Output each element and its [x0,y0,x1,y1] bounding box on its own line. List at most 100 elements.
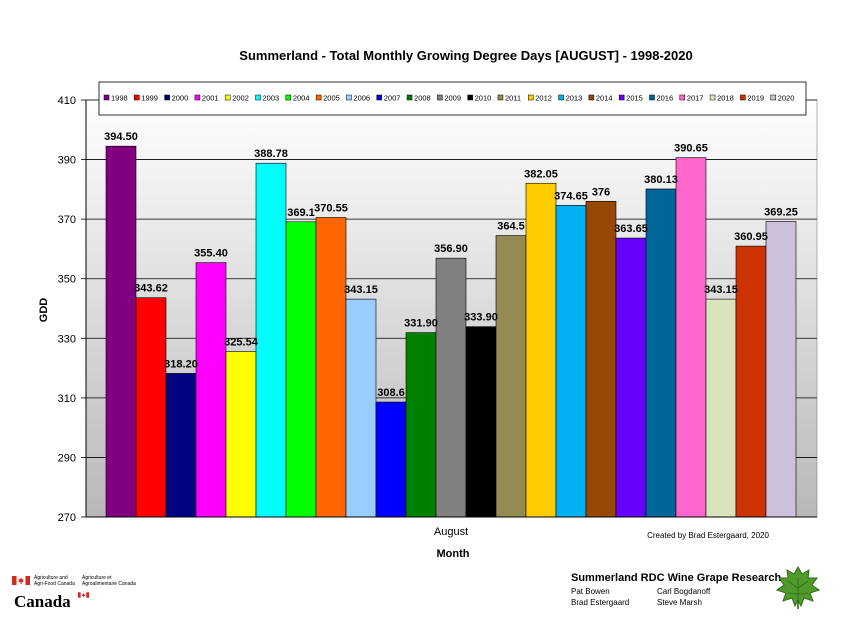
legend-swatch [740,94,746,101]
bar-2013 [555,204,587,518]
data-label: 343.62 [134,283,168,295]
legend-label: 1998 [111,94,128,103]
data-label: 382.05 [524,168,558,180]
data-label: 355.40 [194,248,228,260]
legend-swatch [315,94,322,101]
data-labels: 394.50 343.62 318.20 355.40 325.54 388.78 369.… [104,131,798,399]
legend: 1998 1999 2000 2001 2002 2003 2004 2005 2006 2007… [98,81,807,116]
y-tick-label: 290 [58,452,76,464]
legend-swatch [255,94,261,101]
legend-label: 2016 [656,94,673,103]
bar-2011 [495,235,527,518]
legend-swatch [164,94,170,101]
bar-2009 [435,257,467,518]
data-label: 370.55 [314,203,348,215]
bar-2005 [315,217,347,518]
data-label: 318.20 [164,358,198,370]
legend-label: 2009 [444,94,461,103]
legend-swatch [103,94,110,101]
grape-leaf-icon [776,565,820,609]
legend-swatch [679,94,686,101]
y-tick-label: 350 [58,274,76,286]
bar-2004 [285,221,317,518]
legend-swatch [649,94,655,101]
bar-1998 [105,145,137,518]
legend-label: 2006 [353,94,370,103]
credit-name: Steve Marsh [657,598,702,607]
bar-2015 [615,237,647,518]
credit-name: Brad Estergaard [571,598,630,607]
gov-fr-line2: Agroalimentaire Canada [82,581,136,587]
data-label: 376 [592,186,610,198]
data-label: 343.15 [344,284,378,296]
legend-label: 2007 [384,94,401,103]
research-names: Pat Bowen Carl Bogdanoff Brad Estergaard… [571,586,781,608]
legend-label: 1999 [141,94,158,103]
legend-label: 2019 [747,94,764,103]
legend-swatch [134,94,140,101]
legend-swatch [709,94,716,101]
legend-swatch [437,94,443,101]
legend-swatch [194,94,201,101]
bar-2020 [765,221,797,518]
legend-label: 2015 [626,94,643,103]
legend-label: 2011 [505,94,521,103]
bar-2006 [345,298,377,518]
bars [105,145,797,518]
data-label: 390.65 [674,143,708,155]
legend-label: 2001 [202,94,219,103]
legend-swatch [528,94,534,101]
x-axis-title: Month [437,548,470,560]
data-label: 369.1 [287,207,315,219]
legend-label: 2010 [475,94,492,103]
bar-2007 [375,401,407,518]
legend-swatch [224,94,231,101]
legend-swatch [588,94,595,101]
data-label: 374.65 [554,190,588,202]
legend-label: 2002 [232,94,249,103]
legend-label: 2004 [293,94,310,103]
data-label: 360.95 [734,231,768,243]
bar-2003 [255,162,287,518]
x-category-label: August [434,526,468,538]
bar-2001 [195,262,227,518]
created-by-annotation: Created by Brad Estergaard, 2020 [647,531,769,540]
legend-label: 2003 [263,94,280,103]
y-tick-label: 370 [58,214,76,226]
bar-2002 [225,351,257,518]
data-label: 380.13 [644,174,678,186]
research-credit: Summerland RDC Wine Grape Research Pat B… [571,572,781,608]
legend-swatch [770,94,776,101]
legend-label: 2012 [535,94,552,103]
legend-swatch [618,94,625,101]
bar-1999 [135,297,167,518]
bar-2017 [675,157,707,518]
data-label: 325.54 [224,337,259,349]
legend-label: 2005 [323,94,340,103]
legend-swatch [285,94,292,101]
bar-2018 [705,298,737,518]
y-tick-label: 270 [58,512,76,524]
y-axis-title: GDD [38,298,50,323]
legend-label: 2017 [687,94,704,103]
legend-label: 2014 [596,94,613,103]
y-tick-label: 390 [58,155,76,167]
legend-swatch [497,94,504,101]
data-label: 333.90 [464,312,498,324]
data-label: 343.15 [704,284,738,296]
bar-2019 [735,245,767,518]
bar-2010 [465,326,497,518]
gov-en-line1: Agriculture and [34,575,68,581]
wordmark-flag-icon [78,592,89,598]
legend-label: 2000 [172,94,189,103]
data-label: 388.78 [254,148,288,160]
bar-2012 [525,182,557,518]
data-label: 308.6 [377,387,405,399]
data-label: 356.90 [434,243,468,255]
legend-swatch [376,94,382,101]
research-title: Summerland RDC Wine Grape Research [571,572,782,584]
data-label: 363.65 [614,223,648,235]
data-label: 364.5 [497,221,525,233]
data-label: 394.50 [104,131,138,143]
